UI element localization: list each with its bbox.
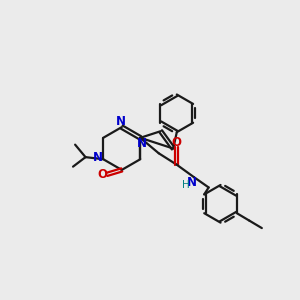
Text: O: O <box>98 168 108 182</box>
Text: H: H <box>182 180 190 190</box>
Text: O: O <box>172 136 182 149</box>
Text: N: N <box>186 176 197 189</box>
Text: N: N <box>93 151 103 164</box>
Text: N: N <box>137 137 147 150</box>
Text: N: N <box>116 115 126 128</box>
